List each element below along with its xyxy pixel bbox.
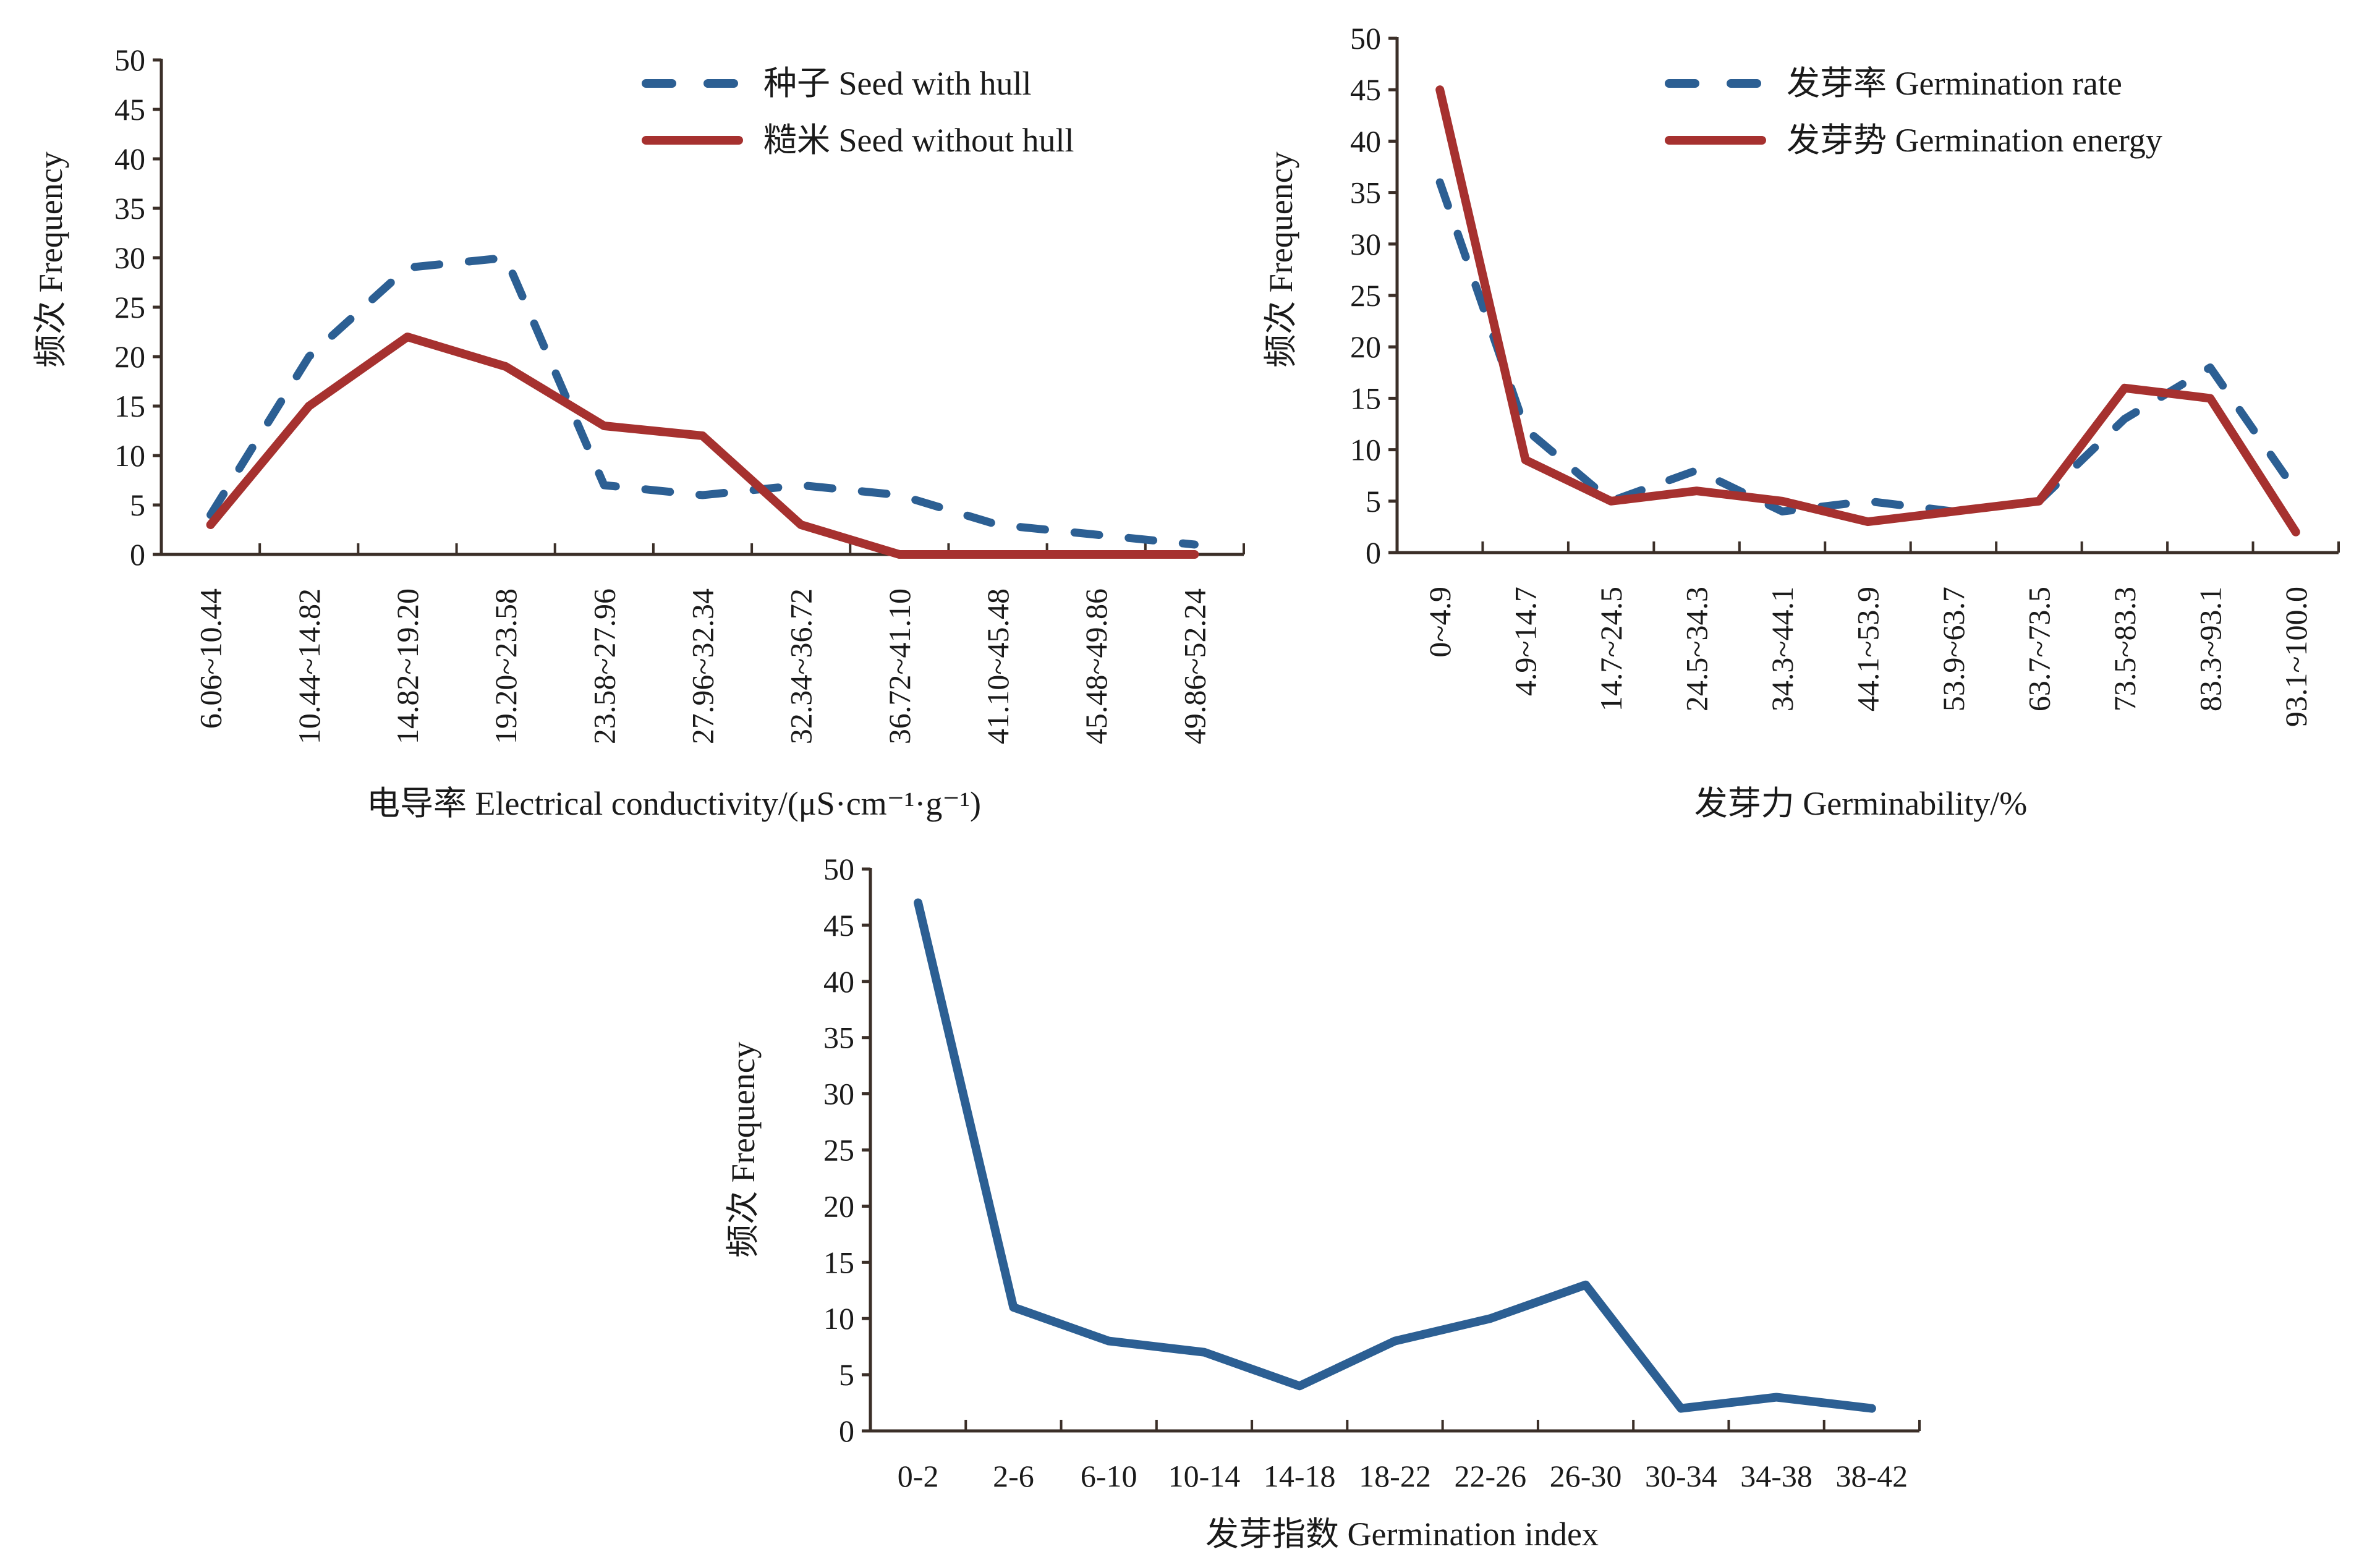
y-tick-label: 25 — [823, 1133, 854, 1168]
x-tick-label: 24.5~34.3 — [1680, 587, 1714, 711]
x-axis-title: 发芽指数 Germination index — [1205, 1516, 1599, 1553]
chart-conductivity: 0 5 10 15 20 25 30 35 40 45 50 6.06~10.44 10.44~14.8… — [32, 43, 1245, 822]
x-tick-label: 30-34 — [1645, 1459, 1717, 1493]
y-tick-label: 20 — [1350, 329, 1381, 364]
x-tick-label: 19.20~23.58 — [488, 588, 523, 744]
x-tick-label: 44.1~53.9 — [1851, 587, 1885, 711]
y-tick-label: 0 — [130, 537, 145, 572]
y-tick-label: 0 — [1366, 535, 1381, 570]
x-tick-label: 14.7~24.5 — [1594, 587, 1628, 711]
y-tick-label: 15 — [823, 1245, 854, 1279]
y-tick-label: 20 — [114, 339, 145, 374]
legend-label-1: 发芽势 Germination energy — [1787, 122, 2162, 159]
y-tick-label: 50 — [823, 852, 854, 886]
x-tick-label: 14-18 — [1264, 1459, 1336, 1493]
series-line-0 — [206, 253, 1199, 549]
x-tick-label: 73.5~83.3 — [2107, 587, 2142, 711]
x-tick-label: 10.44~14.82 — [292, 588, 326, 744]
x-tick-label: 0-2 — [898, 1459, 939, 1493]
x-tick-label: 22-26 — [1454, 1459, 1526, 1493]
y-tick-label: 45 — [114, 92, 145, 127]
legend: 发芽率 Germination rate 发芽势 Germination ener… — [1665, 65, 2162, 159]
y-tick-label: 30 — [1350, 227, 1381, 261]
y-tick-label: 35 — [114, 191, 145, 226]
x-tick-label: 83.3~93.1 — [2193, 587, 2227, 711]
x-tick-label: 4.9~14.7 — [1508, 587, 1543, 696]
x-tick-label: 2-6 — [993, 1459, 1034, 1493]
y-tick-label: 10 — [114, 438, 145, 473]
y-tick-label: 10 — [1350, 433, 1381, 467]
y-tick-label: 30 — [823, 1077, 854, 1111]
series-line-0 — [1435, 178, 2300, 515]
x-axis-title: 发芽力 Germinability/% — [1694, 785, 2027, 822]
y-tick-label: 15 — [1350, 381, 1381, 415]
x-tick-label: 49.86~52.24 — [1177, 588, 1212, 744]
y-axis-title: 频次 Frequency — [32, 151, 69, 367]
legend-label-1: 糙米 Seed without hull — [763, 122, 1074, 159]
legend-label-0: 种子 Seed with hull — [763, 65, 1031, 102]
x-tick-label: 38-42 — [1836, 1459, 1908, 1493]
x-tick-label: 14.82~19.20 — [390, 588, 425, 744]
y-tick-label: 30 — [114, 240, 145, 275]
y-tick-label: 25 — [1350, 278, 1381, 313]
x-tick-label: 0~4.9 — [1422, 587, 1457, 658]
y-tick-label: 35 — [1350, 176, 1381, 210]
x-tick-label: 18-22 — [1359, 1459, 1431, 1493]
y-tick-label: 5 — [839, 1357, 854, 1392]
x-tick-label: 53.9~63.7 — [1936, 587, 1971, 711]
x-tick-label: 10-14 — [1168, 1459, 1241, 1493]
x-tick-label: 6.06~10.44 — [193, 588, 228, 729]
y-tick-label: 0 — [839, 1414, 854, 1448]
y-tick-label: 40 — [1350, 124, 1381, 158]
x-tick-label: 6-10 — [1081, 1459, 1137, 1493]
y-tick-label: 15 — [114, 389, 145, 423]
y-axis-title: 频次 Frequency — [1262, 151, 1299, 367]
y-tick-label: 35 — [823, 1020, 854, 1055]
y-tick-label: 45 — [823, 908, 854, 943]
x-tick-label: 45.48~49.86 — [1079, 588, 1113, 744]
x-tick-label: 41.10~45.48 — [980, 588, 1015, 744]
y-tick-label: 5 — [130, 488, 145, 522]
y-axis-title: 频次 Frequency — [725, 1042, 762, 1257]
x-tick-label: 26-30 — [1550, 1459, 1622, 1493]
x-axis-title: 电导率 Electrical conductivity/(μS·cm⁻¹·g⁻¹… — [367, 785, 981, 822]
series-line-1 — [1435, 85, 2300, 537]
series-line-1 — [206, 333, 1199, 559]
y-tick-label: 45 — [1350, 72, 1381, 107]
x-tick-label: 93.1~100.0 — [2279, 587, 2313, 727]
y-tick-label: 40 — [114, 142, 145, 176]
y-tick-label: 50 — [114, 43, 145, 77]
x-tick-label: 27.96~32.34 — [686, 588, 720, 744]
legend-label-0: 发芽率 Germination rate — [1787, 65, 2122, 102]
x-tick-label: 32.34~36.72 — [784, 588, 818, 744]
chart-germination-index: 0 5 10 15 20 25 30 35 40 45 50 0-2 2-6 6-10 10-14 14-18… — [725, 852, 1921, 1553]
y-tick-label: 5 — [1366, 484, 1381, 519]
x-tick-label: 36.72~41.10 — [882, 588, 917, 744]
chart-germinability: 0 5 10 15 20 25 30 35 40 45 50 0~4.9 4.9~14.7 14.7~24… — [1262, 21, 2340, 822]
x-tick-label: 34-38 — [1740, 1459, 1813, 1493]
y-tick-label: 10 — [823, 1301, 854, 1336]
series-line-0 — [914, 898, 1876, 1413]
legend: 种子 Seed with hull 糙米 Seed without hull — [642, 65, 1074, 159]
y-tick-label: 25 — [114, 290, 145, 325]
x-tick-label: 34.3~44.1 — [1765, 587, 1800, 711]
x-tick-label: 23.58~27.96 — [587, 588, 621, 744]
y-tick-label: 20 — [823, 1189, 854, 1223]
y-tick-label: 50 — [1350, 21, 1381, 56]
y-tick-label: 40 — [823, 964, 854, 999]
x-tick-label: 63.7~73.5 — [2021, 587, 2056, 711]
